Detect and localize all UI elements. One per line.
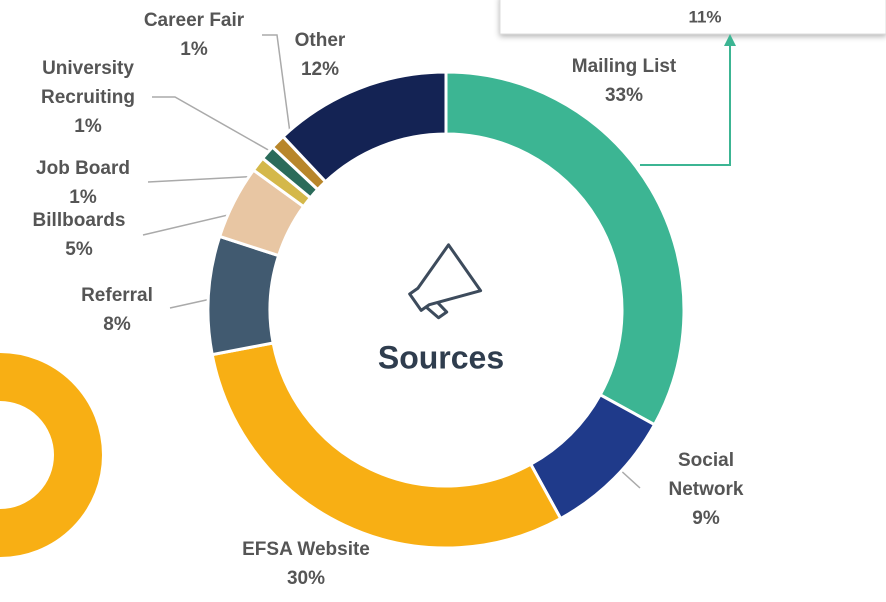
slice-label: Billboards 5% xyxy=(9,206,149,264)
value-label: 30% xyxy=(286,568,326,589)
annotation: 11% xyxy=(688,7,721,26)
category-name: University Recruiting xyxy=(41,58,135,108)
category-name: Mailing List xyxy=(571,56,677,77)
tooltip-box xyxy=(499,0,886,35)
value-label: 1% xyxy=(180,39,208,60)
megaphone-icon xyxy=(408,243,483,320)
slice-label: Career Fair 1% xyxy=(124,6,264,64)
slice-label: EFSA Website 30% xyxy=(206,535,406,593)
value-label: 9% xyxy=(692,508,720,529)
value-label: 1% xyxy=(74,116,102,137)
category-name: Other xyxy=(294,30,346,51)
slice xyxy=(280,70,448,184)
slice-label: Job Board 1% xyxy=(13,154,153,212)
value-label: 12% xyxy=(300,59,340,80)
arrowhead xyxy=(724,34,736,46)
slice-label: Social Network 9% xyxy=(651,446,761,533)
value-label: 5% xyxy=(65,239,93,260)
slice-label: University Recruiting 1% xyxy=(23,54,153,141)
slice-label: Other 12% xyxy=(270,26,370,84)
slice xyxy=(444,70,686,427)
category-name: Referral xyxy=(81,285,153,306)
category-name: Billboards xyxy=(32,210,126,231)
category-name: Job Board xyxy=(36,158,130,179)
arrow xyxy=(640,44,731,166)
category-name: EFSA Website xyxy=(242,539,370,560)
decor-ring xyxy=(0,353,102,557)
value-label: 8% xyxy=(103,314,131,335)
category-name: Career Fair xyxy=(143,10,245,31)
value-label: 1% xyxy=(69,187,97,208)
category-name: Social Network xyxy=(668,450,744,500)
value-label: 33% xyxy=(604,85,644,106)
slice-label: Mailing List 33% xyxy=(524,52,724,110)
center-label: Sources xyxy=(378,339,504,375)
slice-label: Referral 8% xyxy=(57,281,177,339)
slice xyxy=(206,234,281,357)
